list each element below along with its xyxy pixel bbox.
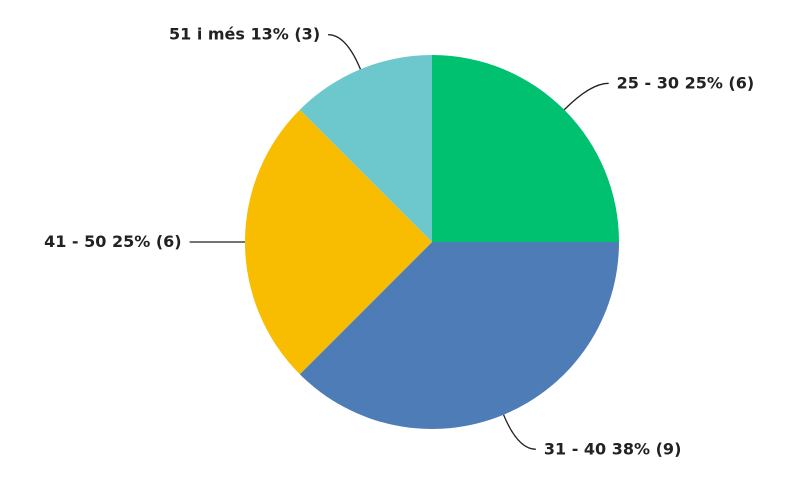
category-label: 31 - 40 — [544, 439, 606, 458]
leader-line — [328, 34, 362, 70]
leader-line — [502, 414, 536, 450]
pie-slice — [245, 109, 432, 375]
pie-slice — [299, 242, 619, 429]
value-label: 13% (3) — [251, 24, 321, 43]
category-label: 51 i més — [169, 24, 245, 43]
value-label: 25% (6) — [112, 232, 182, 251]
pie-slice — [432, 55, 619, 242]
pie-slice — [299, 55, 432, 242]
leader-line — [563, 82, 609, 111]
data-label: 25 - 30 25% (6) — [617, 73, 755, 92]
category-label: 41 - 50 — [44, 232, 106, 251]
data-label: 41 - 50 25% (6) — [44, 232, 182, 251]
category-label: 25 - 30 — [617, 73, 679, 92]
value-label: 38% (9) — [612, 439, 682, 458]
data-label: 51 i més 13% (3) — [169, 24, 320, 43]
value-label: 25% (6) — [685, 73, 755, 92]
data-label: 31 - 40 38% (9) — [544, 439, 682, 458]
